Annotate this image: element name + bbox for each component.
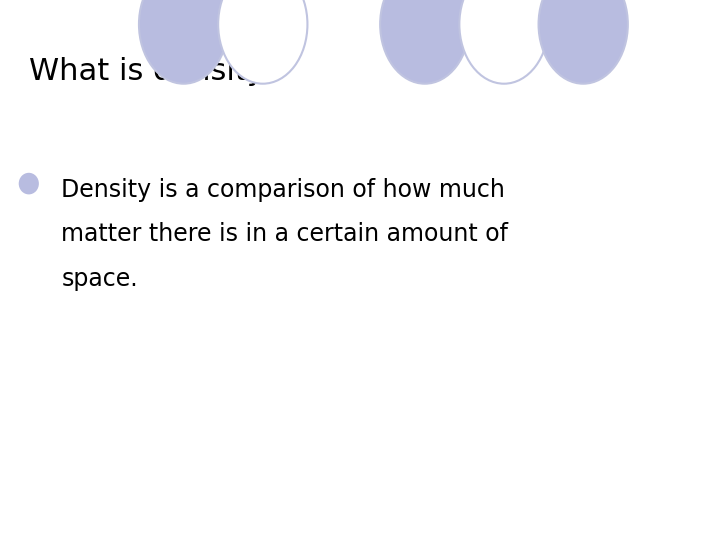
Text: matter there is in a certain amount of: matter there is in a certain amount of: [61, 222, 508, 246]
Text: What is density?: What is density?: [29, 57, 281, 86]
Text: Density is a comparison of how much: Density is a comparison of how much: [61, 178, 505, 202]
Ellipse shape: [19, 173, 39, 194]
Text: space.: space.: [61, 267, 138, 291]
